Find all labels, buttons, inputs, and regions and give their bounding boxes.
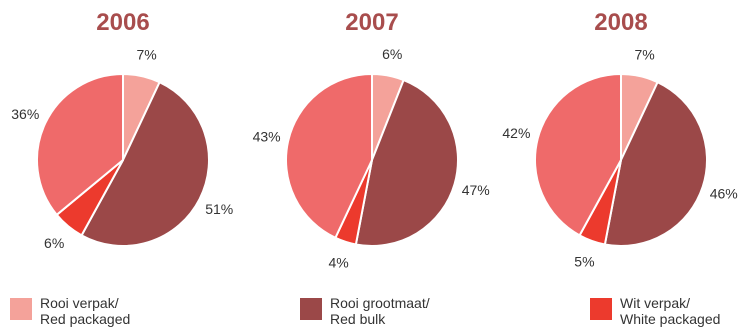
slice-label: 42% [502,125,530,141]
slice-label: 6% [44,235,64,251]
legend-line-2: White packaged [620,311,721,327]
pie-slice-other [36,72,124,217]
pie-slice-rooi-grootmaat-red-bulk [603,80,708,247]
legend-line-1: Rooi verpak/ [40,295,119,311]
legend-label: Rooi verpak/ Red packaged [40,295,130,327]
pie-slice-rooi-grootmaat-red-bulk [354,78,459,247]
chart-title: 2006 [96,9,149,36]
slice-label: 7% [136,47,156,63]
pie-slice-rooi-grootmaat-red-bulk [80,80,210,247]
legend-line-2: Red packaged [40,311,131,327]
legend-item-white-packaged: Wit verpak/ White packaged [590,295,720,327]
slice-label: 51% [205,201,233,217]
pie-slice-other [285,72,373,240]
slice-label: 47% [462,182,490,198]
legend-swatch-white-packaged [590,298,612,320]
pie-chart-2007: 2007 6% 47% 4% 43% [253,9,490,271]
slice-label: 43% [253,128,281,144]
legend-item-red-packaged: Rooi verpak/ Red packaged [10,295,130,327]
legend-line-1: Rooi grootmaat/ [330,295,430,311]
legend-line-1: Wit verpak/ [620,295,691,311]
legend-item-red-bulk: Rooi grootmaat/ Red bulk [300,295,430,327]
chart-title: 2007 [345,9,398,36]
legend-label: Rooi grootmaat/ Red bulk [330,295,430,327]
legend-swatch-red-bulk [300,298,322,320]
slice-label: 46% [710,185,738,201]
legend-line-2: Red bulk [330,311,386,327]
pie-chart-2008: 2008 7% 46% 5% 42% [502,9,737,270]
slice-label: 4% [329,255,349,271]
slice-label: 5% [574,254,594,270]
slice-label: 7% [634,47,654,63]
pie-slice-other [534,72,622,237]
pie-chart-2006: 2006 7% 51% 6% 36% [11,9,233,251]
legend-swatch-red-packaged [10,298,32,320]
slice-label: 36% [11,106,39,122]
slice-label: 6% [382,46,402,62]
chart-title: 2008 [594,9,647,36]
legend-label: Wit verpak/ White packaged [620,295,720,327]
